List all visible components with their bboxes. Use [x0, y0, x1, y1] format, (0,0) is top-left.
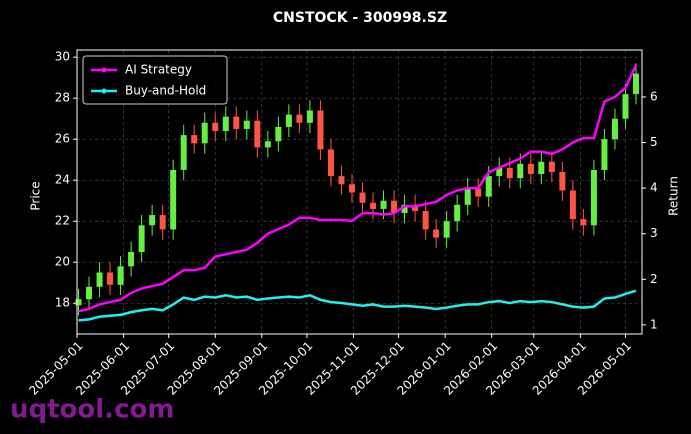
candle-body — [622, 94, 629, 119]
candle-body — [632, 73, 639, 95]
candle-body — [296, 114, 303, 123]
y-tick-label: 20 — [55, 255, 70, 269]
candle-body — [254, 120, 261, 148]
candle-body — [422, 210, 429, 230]
candle-body — [401, 204, 408, 214]
candle-body — [96, 272, 103, 287]
candle-body — [485, 176, 492, 197]
candle-body — [538, 161, 545, 175]
candle-body — [580, 219, 587, 226]
candle-body — [464, 188, 471, 205]
candle-body — [569, 190, 576, 220]
y2-tick-label: 5 — [650, 135, 658, 149]
candle-body — [611, 118, 618, 140]
candle-body — [443, 221, 450, 238]
chart-title: CNSTOCK - 300998.SZ — [273, 10, 447, 26]
candle-body — [517, 163, 524, 179]
candle-body — [527, 163, 534, 175]
watermark: uqtool.com — [10, 395, 174, 425]
candle-body — [433, 229, 440, 238]
y-tick-label: 24 — [55, 173, 70, 187]
candle-body — [327, 149, 334, 177]
legend-marker — [101, 67, 107, 73]
candle-body — [264, 141, 271, 148]
y-tick-label: 26 — [55, 132, 70, 146]
candle-body — [391, 200, 398, 214]
y2-tick-label: 1 — [650, 317, 658, 331]
y-tick-label: 28 — [55, 91, 70, 105]
candle-body — [475, 188, 482, 197]
candle-body — [548, 161, 555, 173]
candle-body — [601, 139, 608, 170]
y2-axis-label: Return — [667, 176, 681, 216]
legend-marker — [101, 88, 107, 94]
candle-body — [107, 272, 114, 285]
candle-body — [559, 172, 566, 191]
candle-body — [317, 110, 324, 150]
y-tick-label: 18 — [55, 296, 70, 310]
y-tick-label: 22 — [55, 214, 70, 228]
y2-tick-label: 6 — [650, 89, 658, 103]
candle-body — [128, 251, 135, 267]
candle-body — [506, 167, 513, 179]
legend-label: Buy-and-Hold — [125, 84, 206, 98]
candle-body — [590, 169, 597, 226]
y-tick-label: 30 — [55, 50, 70, 64]
candle-body — [233, 116, 240, 129]
candle-body — [496, 167, 503, 177]
legend-label: AI Strategy — [125, 63, 192, 77]
line-series — [78, 289, 637, 322]
candle-body — [412, 204, 419, 211]
line-series — [78, 64, 638, 313]
y-axis-label: Price — [29, 181, 43, 210]
candle-body — [117, 266, 124, 285]
candle-body — [306, 110, 313, 123]
candle-body — [75, 299, 82, 306]
candle-body — [149, 215, 156, 226]
candle-body — [348, 184, 355, 193]
candle-body — [222, 116, 229, 131]
candle-body — [243, 120, 250, 129]
legend-box — [82, 55, 228, 105]
candle-body — [212, 122, 219, 131]
candle-body — [338, 176, 345, 185]
candle-body — [454, 204, 461, 222]
candle-body — [380, 200, 387, 209]
y2-tick-label: 4 — [650, 181, 658, 195]
candle-body — [359, 192, 366, 203]
candle-body — [159, 215, 166, 230]
candle-body — [370, 202, 377, 209]
candle-body — [201, 122, 208, 144]
candle-body — [275, 126, 282, 142]
y2-tick-label: 3 — [650, 226, 658, 240]
candle-body — [138, 225, 145, 252]
y2-tick-label: 2 — [650, 272, 658, 286]
candle-body — [180, 135, 187, 170]
candle-body — [86, 286, 93, 300]
candle-body — [170, 169, 177, 230]
plot-frame — [76, 49, 643, 335]
candle-body — [191, 135, 198, 144]
candle-body — [285, 114, 292, 127]
